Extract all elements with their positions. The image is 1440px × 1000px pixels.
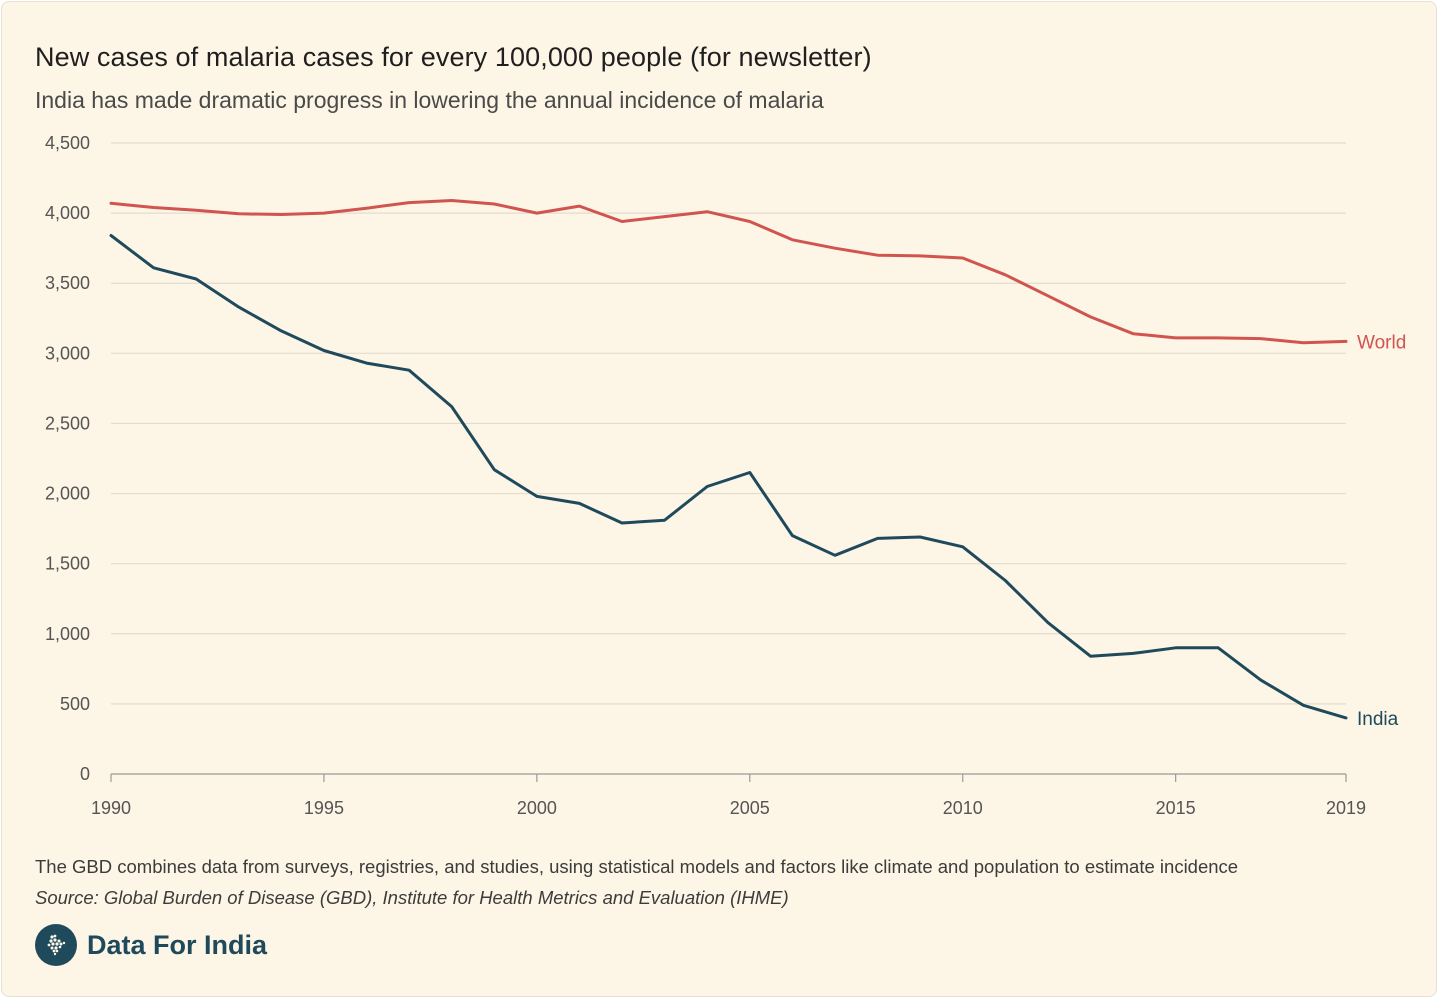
y-tick-label: 4,500 <box>45 133 90 153</box>
line-chart: 0 500 1,000 1,500 2,000 2,500 3,000 3,500 4,000 4… <box>45 133 1406 818</box>
series-label-world: World <box>1357 332 1406 353</box>
brand-name: Data For India <box>87 929 268 960</box>
x-tick-label: 2010 <box>943 798 983 818</box>
y-tick-label: 2,000 <box>45 484 90 504</box>
brand[interactable]: Data For India <box>35 924 267 966</box>
series-line-world <box>109 199 1348 345</box>
y-tick-label: 2,500 <box>45 413 90 433</box>
y-tick-label: 500 <box>60 694 90 714</box>
x-tick-label: 2000 <box>517 798 557 818</box>
x-tick-label: 2019 <box>1326 798 1366 818</box>
x-tick-label: 1990 <box>91 798 131 818</box>
india-map-icon <box>35 924 77 966</box>
x-tick-label: 2005 <box>730 798 770 818</box>
methodology-note: The GBD combines data from surveys, regi… <box>35 856 1239 877</box>
x-tick-label: 1995 <box>304 798 344 818</box>
chart-title: New cases of malaria cases for every 100… <box>35 42 872 72</box>
y-tick-label: 3,500 <box>45 273 90 293</box>
y-tick-label: 0 <box>80 764 90 784</box>
source-note: Source: Global Burden of Disease (GBD), … <box>35 887 789 908</box>
y-tick-label: 1,500 <box>45 554 90 574</box>
y-tick-label: 1,000 <box>45 624 90 644</box>
chart-subtitle: India has made dramatic progress in lowe… <box>35 87 824 113</box>
y-tick-label: 4,000 <box>45 203 90 223</box>
series-label-india: India <box>1357 709 1399 730</box>
x-tick-label: 2015 <box>1156 798 1196 818</box>
series-line-india <box>109 234 1348 720</box>
y-tick-label: 3,000 <box>45 343 90 363</box>
